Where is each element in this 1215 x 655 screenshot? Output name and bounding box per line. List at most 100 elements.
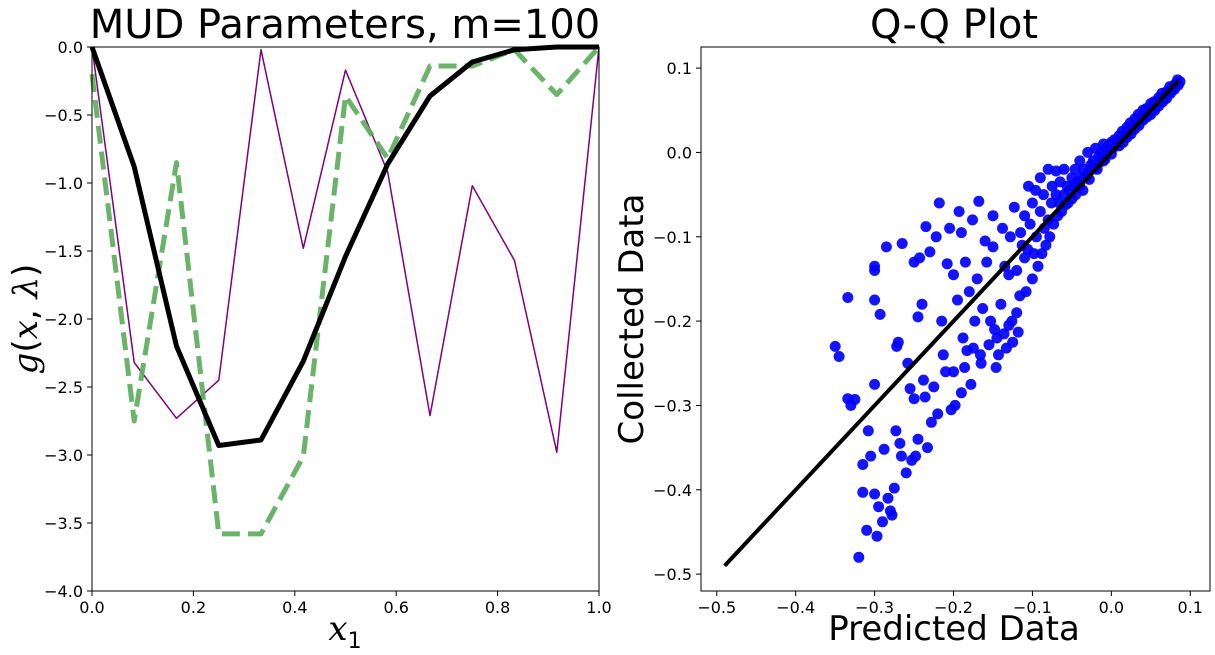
scatter-point [933,197,945,209]
scatter-point [1038,189,1049,201]
x-axis-label: Predicted Data [828,609,1080,649]
scatter-point [940,366,952,378]
scatter-point [1007,336,1019,348]
scatter-point [1015,227,1027,239]
scatter-point [1036,248,1048,260]
scatter-point [865,450,877,462]
scatter-point [1008,201,1020,213]
scatter-point [1006,315,1018,327]
scatter-point [975,357,987,369]
scatter-point [983,339,995,351]
scatter-point [989,324,1001,335]
scatter-point [849,394,861,405]
scatter-point [1028,248,1040,260]
y-axis-ticks: 0.1 0.0 −0.1 −0.2 −0.3 −0.4 −0.5 [653,59,701,584]
scatter-point [894,437,906,449]
scatter-point [1019,210,1031,222]
scatter-point [973,195,985,207]
x-tick-label: 0.8 [485,598,510,617]
x-axis-ticks: 0.0 0.2 0.4 0.6 0.8 1.0 [79,591,612,617]
series-line-dashed-green [89,45,601,537]
scatter-point [1011,265,1023,276]
scatter-point [1048,218,1060,230]
scatter-point [981,256,993,268]
scatter-point [895,450,907,462]
scatter-point [965,378,977,390]
scatter-point [1034,206,1046,217]
scatter-point [937,349,949,361]
scatter-point [1012,326,1024,338]
scatter-point [974,349,986,361]
scatter-point [1004,231,1016,243]
scatter-point [842,292,854,303]
reference-line [723,79,1180,568]
scatter-point [997,222,1008,234]
scatter-point [948,269,959,281]
x-tick-label: −0.1 [1013,598,1052,617]
scatter-point [998,328,1010,340]
y-axis-label: Collected Data [612,194,652,445]
x-tick-label: −0.5 [697,598,736,617]
scatter-point [878,443,890,455]
scatter-point [829,340,841,352]
scatter-point [1058,163,1070,175]
x-tick-label: 0.6 [383,598,408,617]
scatter-point [1024,218,1036,230]
y-tick-label: −0.2 [653,312,692,331]
scatter-point [1011,307,1023,319]
chart-title: MUD Parameters, m=100 [90,2,601,48]
scatter-point [930,231,942,243]
scatter-point [959,362,971,373]
scatter-point [925,416,937,428]
scatter-point [892,336,904,348]
scatter-point [857,486,869,498]
y-tick-label: −3.0 [44,446,83,465]
scatter-point [853,551,865,563]
scatter-point [896,238,908,249]
scatter-point [977,303,989,314]
scatter-point [920,221,932,233]
scatter-point [861,524,873,536]
y-axis-label: g(x, λ) [6,264,46,375]
scatter-point [936,315,948,327]
x-tick-label: 0.0 [79,598,104,617]
scatter-point [873,501,885,513]
scatter-point [916,298,928,310]
scatter-point [882,492,894,504]
scatter-point [953,206,965,217]
scatter-point [924,246,936,258]
y-tick-label: 0.0 [58,38,83,57]
scatter-point [928,381,940,393]
y-axis-ticks: 0.0 −0.5 −1.0 −1.5 −2.0 −2.5 −3.0 −3.5 −4.0 [44,38,92,601]
y-tick-label: 0.1 [667,59,692,78]
scatter-point [910,450,922,462]
scatter-point [959,256,971,268]
scatter-point [985,315,997,327]
scatter-point [1074,155,1086,167]
scatter-point [971,273,983,285]
scatter-point [877,516,888,528]
chart-mud-parameters: MUD Parameters, m=100 0.0 0.2 0.4 0.6 0.8 1.0… [6,2,612,654]
scatter-point [990,362,1002,373]
scatter-point [833,351,845,362]
series-line-thick-black [89,44,599,448]
plot-frame [700,46,1211,592]
scatter-point [904,383,916,395]
scatter-point [869,488,881,500]
scatter-point [1034,172,1046,184]
scatter-point [969,315,981,327]
scatter-point [912,311,924,323]
scatter-point [987,210,999,222]
x-tick-label: 0.0 [1099,598,1124,617]
scatter-point [944,222,956,234]
scatter-point [1044,231,1056,243]
scatter-point [900,467,912,479]
y-tick-label: −0.4 [653,481,692,500]
scatter-point [886,509,898,521]
scatter-point [1019,252,1031,264]
scatter-point [874,308,886,320]
scatter-point [869,378,881,390]
scatter-point [1069,163,1081,175]
y-tick-label: −0.5 [653,565,692,584]
